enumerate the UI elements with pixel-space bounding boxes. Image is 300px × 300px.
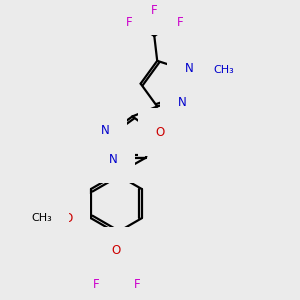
Text: N: N — [178, 96, 187, 109]
Text: F: F — [125, 16, 132, 29]
Text: N: N — [100, 124, 109, 137]
Text: CH₃: CH₃ — [32, 213, 52, 223]
Text: O: O — [155, 126, 165, 139]
Text: F: F — [134, 278, 140, 291]
Text: O: O — [63, 212, 72, 225]
Text: F: F — [93, 278, 99, 291]
Text: CH₃: CH₃ — [213, 64, 234, 74]
Text: N: N — [109, 153, 118, 166]
Text: N: N — [185, 61, 194, 75]
Text: F: F — [176, 16, 183, 29]
Text: F: F — [151, 4, 158, 17]
Text: O: O — [112, 244, 121, 257]
